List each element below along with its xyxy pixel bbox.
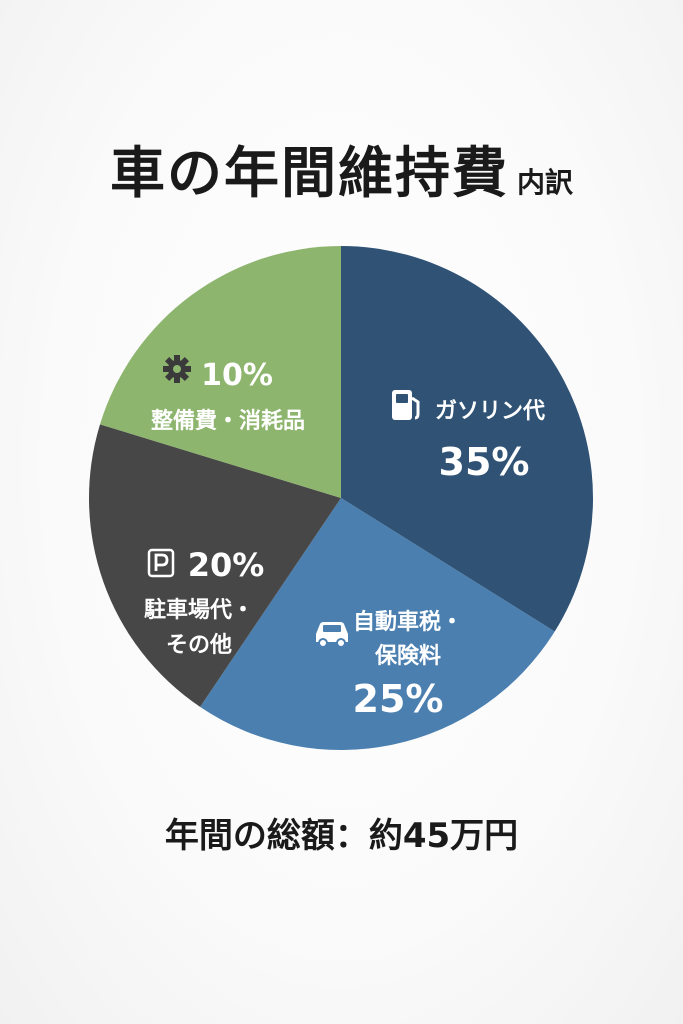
gear-icon [163, 355, 191, 383]
slice-value-1: 35% [439, 440, 530, 484]
fuel-pump-icon [392, 390, 420, 420]
slice-label-4-line-1: 整備費・消耗品 [151, 408, 305, 434]
pie-slice-3 [89, 424, 341, 707]
slice-label-2-line-1: 自動車税・ [353, 609, 463, 635]
pie-slice-2 [200, 498, 555, 750]
chart-title-main: 車の年間維持費 [109, 141, 509, 205]
pie-slice-1 [341, 246, 594, 632]
chart-title: 車の年間維持費 内訳 [0, 128, 683, 208]
slice-value-2: 25% [353, 677, 444, 721]
total-label: 年間の総額：約45万円 [164, 816, 519, 856]
slice-label-2-line-2: 保険料 [374, 644, 441, 669]
slice-label-3-line-2: その他 [166, 633, 232, 658]
slice-value-3: 20% [188, 546, 265, 584]
slice-label-3-line-1: 駐車場代・ [144, 597, 254, 623]
slice-label-1-line-1: ガソリン代 [435, 399, 545, 424]
slice-value-4: 10% [201, 358, 273, 393]
chart-title-sub: 内訳 [517, 166, 574, 199]
car-icon [316, 622, 348, 648]
parking-icon [147, 548, 175, 578]
pie-slice-4 [100, 246, 341, 498]
